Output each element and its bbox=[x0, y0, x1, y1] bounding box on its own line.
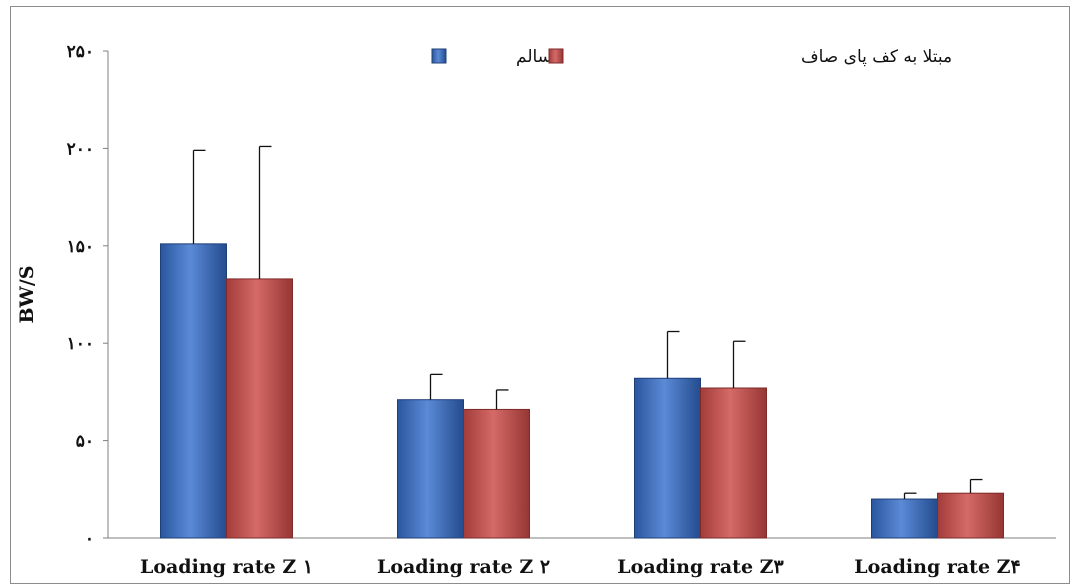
error-bars bbox=[192, 145, 983, 500]
y-tick-label: ۱۵۰ bbox=[67, 237, 94, 257]
legend: سالم مبتلا به کف پای صاف bbox=[431, 47, 952, 67]
bar-healthy bbox=[871, 498, 938, 539]
bars bbox=[160, 243, 1004, 539]
bar-healthy bbox=[397, 399, 464, 539]
y-tick-label: ۵۰ bbox=[76, 432, 94, 452]
bar-healthy bbox=[160, 243, 227, 539]
x-tick-label: Loading rate Z ۱ bbox=[140, 556, 313, 578]
y-tick-label: ۱۰۰ bbox=[67, 334, 94, 354]
legend-swatch-healthy bbox=[431, 48, 447, 64]
bar-flatfoot bbox=[937, 492, 1004, 539]
legend-label-flatfoot: مبتلا به کف پای صاف bbox=[801, 47, 952, 67]
bar-flatfoot bbox=[226, 278, 293, 539]
chart-frame: ۰ ۵۰ ۱۰۰ ۱۵۰ ۲۰۰ ۲۵۰ BW/S Loading rate Z ۱ Loadi… bbox=[10, 6, 1070, 584]
legend-swatch-flatfoot bbox=[548, 48, 564, 64]
y-tick-label: ۰ bbox=[85, 529, 94, 549]
y-axis-title: BW/S bbox=[16, 265, 38, 323]
x-tick-label: Loading rate Z ۲ bbox=[377, 556, 550, 578]
axis-labels: ۰ ۵۰ ۱۰۰ ۱۵۰ ۲۰۰ ۲۵۰ BW/S Loading rate Z ۱ Loadi… bbox=[16, 42, 1021, 578]
bar-healthy bbox=[634, 377, 701, 539]
y-tick-label: ۲۵۰ bbox=[67, 42, 94, 62]
bar-flatfoot bbox=[463, 408, 530, 539]
y-tick-label: ۲۰۰ bbox=[67, 139, 94, 159]
bar-flatfoot bbox=[700, 387, 767, 539]
x-tick-label: Loading rate Z۴ bbox=[854, 556, 1020, 578]
legend-label-healthy: سالم bbox=[516, 47, 552, 67]
bar-chart: ۰ ۵۰ ۱۰۰ ۱۵۰ ۲۰۰ ۲۵۰ BW/S Loading rate Z ۱ Loadi… bbox=[16, 42, 1056, 578]
x-tick-label: Loading rate Z۳ bbox=[617, 556, 784, 578]
